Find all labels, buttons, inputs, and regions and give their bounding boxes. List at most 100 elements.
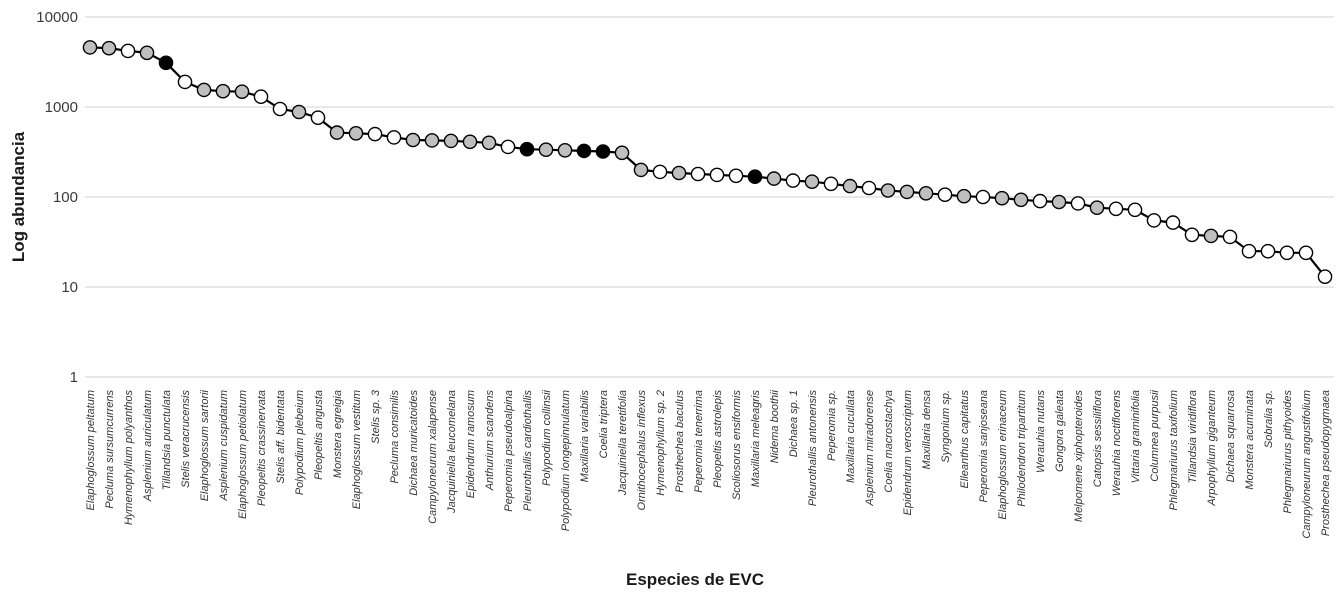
- data-point: [975, 189, 991, 205]
- x-tick-label: Epidendrum ramosum: [465, 390, 477, 498]
- data-point: [633, 162, 649, 178]
- data-point: [234, 84, 250, 99]
- x-tick-label: Philodendron tripartitum: [1016, 390, 1028, 507]
- x-tick-label: Maxillaria cucullata: [845, 390, 857, 483]
- data-point: [177, 74, 193, 90]
- data-point: [804, 174, 820, 189]
- x-tick-label: Melpomene xiphopteroides: [1073, 390, 1085, 523]
- x-tick-label: Asplenium cuspidatum: [218, 390, 230, 502]
- x-tick-label: Peperomia sanjoseana: [978, 390, 990, 503]
- data-point: [1013, 192, 1029, 208]
- data-point: [215, 83, 231, 99]
- x-tick-label: Campyloneurum angustifolium: [1301, 390, 1313, 539]
- data-point: [785, 173, 801, 188]
- data-point: [880, 183, 896, 198]
- x-tick-label: Anthurium scandens: [484, 390, 496, 492]
- x-tick-label: Hymenophyllum sp. 2: [655, 390, 667, 496]
- data-point: [462, 134, 478, 150]
- x-tick-label: Vittaria graminifolia: [1130, 390, 1142, 483]
- data-point: [386, 130, 402, 145]
- x-tick-label: Coelia macrostachya: [883, 390, 895, 493]
- x-tick-label: Maxillaria variabilis: [579, 390, 591, 483]
- data-point: [367, 126, 383, 142]
- x-tick-label: Elaphoglossum erinaceum: [997, 390, 1009, 520]
- data-point: [538, 142, 554, 157]
- data-point: [1298, 245, 1314, 261]
- data-point: [1070, 196, 1086, 211]
- x-tick-label: Maxillaria densa: [921, 390, 933, 469]
- data-point: [1279, 245, 1295, 261]
- x-tick-label: Polypodium plebeium: [294, 390, 306, 495]
- y-tick-label: 10: [61, 279, 78, 296]
- x-tick-label: Monstera acuminata: [1244, 390, 1256, 490]
- data-point: [1260, 243, 1276, 259]
- data-point: [196, 82, 212, 98]
- data-point: [443, 133, 459, 149]
- data-point: [348, 126, 364, 141]
- data-point: [500, 139, 516, 155]
- x-tick-label: Monstera egreigia: [332, 390, 344, 478]
- y-tick-label: 100: [53, 189, 78, 206]
- data-point: [253, 89, 269, 104]
- x-tick-label: Ornithocephalus inflexus: [636, 390, 648, 511]
- data-point: [1165, 215, 1181, 230]
- data-point: [728, 168, 744, 184]
- data-point: [1241, 243, 1257, 259]
- x-tick-label: Pleopeltis astrolepis: [712, 390, 724, 488]
- data-point: [614, 145, 630, 161]
- x-tick-label: Pleurothallis antonensis: [807, 390, 819, 507]
- x-tick-label: Tillandsia viridiflora: [1187, 390, 1199, 483]
- data-point: [1203, 228, 1219, 244]
- data-point: [272, 101, 288, 117]
- data-point: [424, 133, 440, 148]
- data-point: [1127, 202, 1143, 218]
- data-point: [595, 144, 611, 159]
- x-tick-label: Peperomia sp.: [826, 390, 838, 461]
- data-point: [481, 135, 497, 151]
- x-tick-label: Epidendrum veroscriptum: [902, 390, 914, 515]
- data-point: [1184, 227, 1200, 243]
- x-tick-label: Syngonium sp.: [940, 390, 952, 463]
- data-point: [766, 171, 782, 186]
- x-tick-label: Pleopeltis angusta: [313, 390, 325, 480]
- x-tick-label: Peperomia tenerrima: [693, 390, 705, 493]
- data-point: [709, 167, 725, 183]
- x-tick-label: Prosthechea pseudopygmaea: [1320, 390, 1332, 536]
- y-tick-label: 10000: [36, 9, 78, 26]
- data-point: [1146, 213, 1162, 228]
- data-point: [1317, 269, 1333, 285]
- x-axis-tick-labels: Elaphoglossum peltatum Pecluma sursumcurr…: [85, 389, 1332, 538]
- x-tick-label: Catopsis sessiliflora: [1092, 390, 1104, 487]
- y-tick-label: 1: [70, 369, 78, 386]
- x-tick-label: Gongora galeata: [1054, 390, 1066, 472]
- data-point: [519, 141, 535, 157]
- x-tick-label: Dichaea muricatoides: [408, 390, 420, 496]
- data-point: [842, 178, 858, 194]
- data-point: [82, 40, 98, 55]
- x-tick-label: Arpophyllum giganteum: [1206, 390, 1218, 507]
- x-tick-label: Werauhia nutans: [1035, 390, 1047, 473]
- series-layer: [82, 40, 1333, 285]
- data-point: [956, 188, 972, 204]
- x-tick-label: Werauhia noctiflorens: [1111, 390, 1123, 497]
- x-tick-label: Pleurothallis cardiothallis: [522, 390, 534, 512]
- x-axis-title: Especies de EVC: [626, 570, 764, 589]
- x-tick-label: Stelis veracrucensis: [180, 390, 192, 488]
- x-tick-label: Elaphoglossum sartorii: [199, 389, 211, 501]
- x-tick-label: Elaphoglossum peltatum: [85, 390, 97, 510]
- x-tick-label: Elaphoglossum vestitum: [351, 390, 363, 509]
- data-point: [1222, 229, 1238, 245]
- x-tick-label: Sobralia sp.: [1263, 390, 1275, 448]
- x-tick-label: Phlegmariurus pithyoides: [1282, 390, 1294, 514]
- data-point: [576, 143, 592, 159]
- data-point: [1108, 201, 1124, 217]
- x-tick-label: Peperomia pseudoalpina: [503, 390, 515, 512]
- x-tick-label: Maxillaria meleagris: [750, 390, 762, 488]
- data-point: [120, 43, 136, 59]
- x-tick-label: Elaphoglossum petiolatum: [237, 390, 249, 519]
- data-point: [690, 166, 706, 182]
- x-tick-label: Scoliosorus ensiformis: [731, 390, 743, 501]
- x-tick-label: Columnea purpusii: [1149, 389, 1161, 481]
- data-point: [823, 176, 839, 192]
